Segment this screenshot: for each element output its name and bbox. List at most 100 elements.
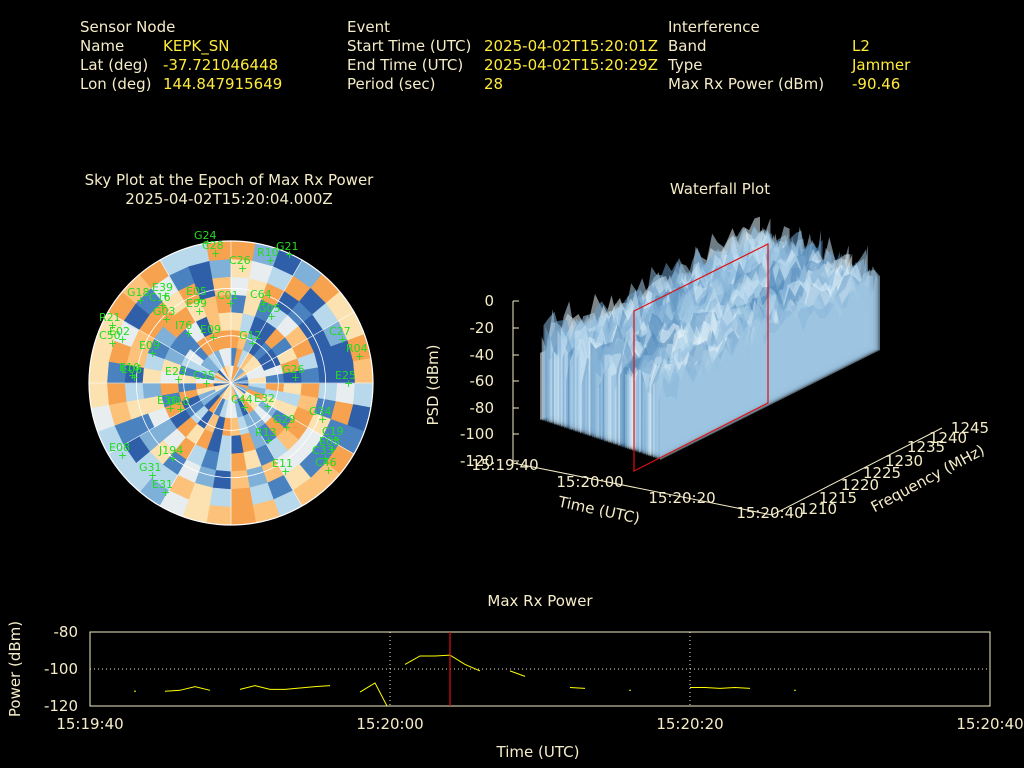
skyplot-azimuth-spoke: [159, 259, 232, 384]
satellite-marker: +: [248, 337, 257, 350]
chart-data-point: [794, 689, 796, 692]
satellite-label: R13: [255, 426, 277, 439]
satellite-label: E36: [157, 394, 178, 407]
satellite-e31: +E31: [152, 478, 173, 499]
satellite-label: G05: [258, 302, 281, 315]
chart-series-line: [239, 685, 331, 690]
satellite-marker: +: [166, 402, 175, 415]
skyplot-satellites: +G24+C28+G21+R10+C26+G18 +E39+C16 +E05+C01…: [99, 229, 368, 499]
satellite-marker: +: [281, 465, 290, 478]
chart-y-tick-label: -80: [54, 623, 79, 641]
satellite-c50: +C50: [99, 329, 121, 350]
satellite-label: E31: [152, 478, 173, 491]
satellite-label: E10: [119, 361, 140, 374]
satellite-label: C35: [193, 369, 215, 382]
chart-data-point: [629, 689, 631, 692]
skyplot-azimuth-spoke: [107, 311, 232, 384]
satellite-label: G31: [139, 461, 162, 474]
waterfall-frequency-tick-label: 1235: [907, 438, 945, 456]
satellite-r21: +R21: [99, 311, 121, 332]
event-period-value: 28: [484, 75, 504, 93]
satellite-label: E05: [186, 285, 207, 298]
satellite-e08: +E08: [109, 441, 130, 462]
interference-type-label: Type: [668, 56, 703, 74]
satellite-marker: +: [291, 371, 300, 384]
satellite-marker: +: [128, 369, 137, 382]
satellite-j194: +J194: [158, 444, 183, 465]
satellite-g26: +G26: [282, 363, 305, 384]
sensor-lat-label: Lat (deg): [80, 56, 149, 74]
skyplot-title: Sky Plot at the Epoch of Max Rx Power: [84, 171, 374, 189]
satellite-label: C44: [231, 393, 253, 406]
waterfall-z-axis-label: PSD (dBm): [424, 344, 442, 425]
satellite-marker: +: [267, 310, 276, 323]
waterfall-time-tick-label: 15:19:40: [471, 456, 538, 474]
chart-series-line: [569, 687, 586, 689]
chart-series-line: [690, 686, 751, 689]
satellite-marker: +: [158, 299, 167, 312]
satellite-label: G26: [282, 363, 305, 376]
satellite-label: R04: [346, 342, 368, 355]
waterfall-frequency-tick-label: 1225: [863, 464, 901, 482]
satellite-label: C01: [217, 289, 239, 302]
sensor-lat-value: -37.721046448: [163, 56, 279, 74]
waterfall-time-tick-label: 15:20:00: [556, 473, 623, 491]
satellite-e36: +E36: [157, 394, 178, 415]
satellite-marker: +: [238, 262, 247, 275]
satellite-g12: +G12: [239, 329, 262, 350]
waterfall-max-power-plane: [633, 243, 769, 472]
waterfall-frequency-tick-label: 1230: [885, 452, 923, 470]
satellite-marker: +: [266, 254, 275, 267]
chart-x-axis-label: Time (UTC): [496, 743, 580, 761]
satellite-e39: +E39: [152, 281, 173, 302]
satellite-label: C27: [329, 325, 351, 338]
chart-series: [134, 632, 796, 707]
event-start-label: Start Time (UTC): [347, 37, 472, 55]
waterfall-z-tick-label: -20: [470, 319, 495, 337]
satellite-r10: +R10: [257, 246, 279, 267]
waterfall-frequency-axis: [771, 427, 943, 516]
chart-x-tick-label: 15:19:40: [56, 715, 123, 733]
skyplot-azimuth-spoke: [159, 382, 232, 507]
satellite-marker: +: [355, 350, 364, 363]
waterfall-title: Waterfall Plot: [669, 180, 771, 198]
satellite-marker: +: [321, 452, 330, 465]
waterfall-z-tick-label: -60: [470, 372, 495, 390]
skyplot-azimuth-spoke: [230, 311, 355, 384]
skyplot-azimuth-spoke: [230, 382, 355, 455]
waterfall-axes: [512, 300, 943, 516]
satellite-g34: +G34: [309, 405, 332, 426]
interference-band-label: Band: [668, 37, 707, 55]
waterfall-frequency-tick-label: 1210: [799, 500, 837, 518]
satellite-e09: +E09: [139, 339, 160, 360]
satellite-marker: +: [324, 464, 333, 477]
interference-type-value: Jammer: [852, 56, 911, 74]
waterfall-z-tick-label: -120: [460, 452, 494, 470]
skyplot-subtitle: 2025-04-02T15:20:04.000Z: [125, 190, 333, 208]
sensor-name-label: Name: [80, 37, 125, 55]
satellite-marker: +: [209, 331, 218, 344]
satellite-g05: +G05: [258, 302, 281, 323]
satellite-marker: +: [176, 403, 185, 416]
satellite-label: E99: [186, 297, 207, 310]
satellite-c28: +C28: [202, 239, 224, 260]
skyplot-azimuth-spoke: [107, 382, 232, 455]
skyplot-grid: [88, 240, 374, 526]
satellite-marker: +: [130, 371, 139, 384]
satellite-marker: +: [285, 248, 294, 261]
satellite-r13: +R13: [255, 426, 277, 447]
satellite-label: G21: [276, 240, 299, 253]
satellite-label: C64: [250, 288, 272, 301]
satellite-marker: +: [108, 337, 117, 350]
satellite-e03: +E03: [319, 435, 340, 456]
satellite-label: G29: [273, 413, 296, 426]
chart-y-tick-label: -100: [44, 660, 78, 678]
satellite-marker: +: [202, 377, 211, 390]
satellite-g21: +G21: [276, 240, 299, 261]
satellite-marker: +: [328, 443, 337, 456]
satellite-label: G18: [127, 286, 150, 299]
satellite-marker: +: [338, 333, 347, 346]
satellite-label: E39: [152, 281, 173, 294]
interference-title: Interference: [668, 18, 760, 36]
